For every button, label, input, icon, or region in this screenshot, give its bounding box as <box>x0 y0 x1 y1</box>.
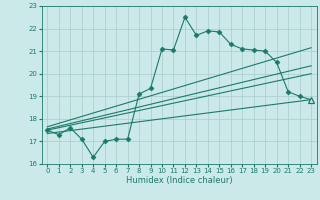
X-axis label: Humidex (Indice chaleur): Humidex (Indice chaleur) <box>126 176 233 185</box>
